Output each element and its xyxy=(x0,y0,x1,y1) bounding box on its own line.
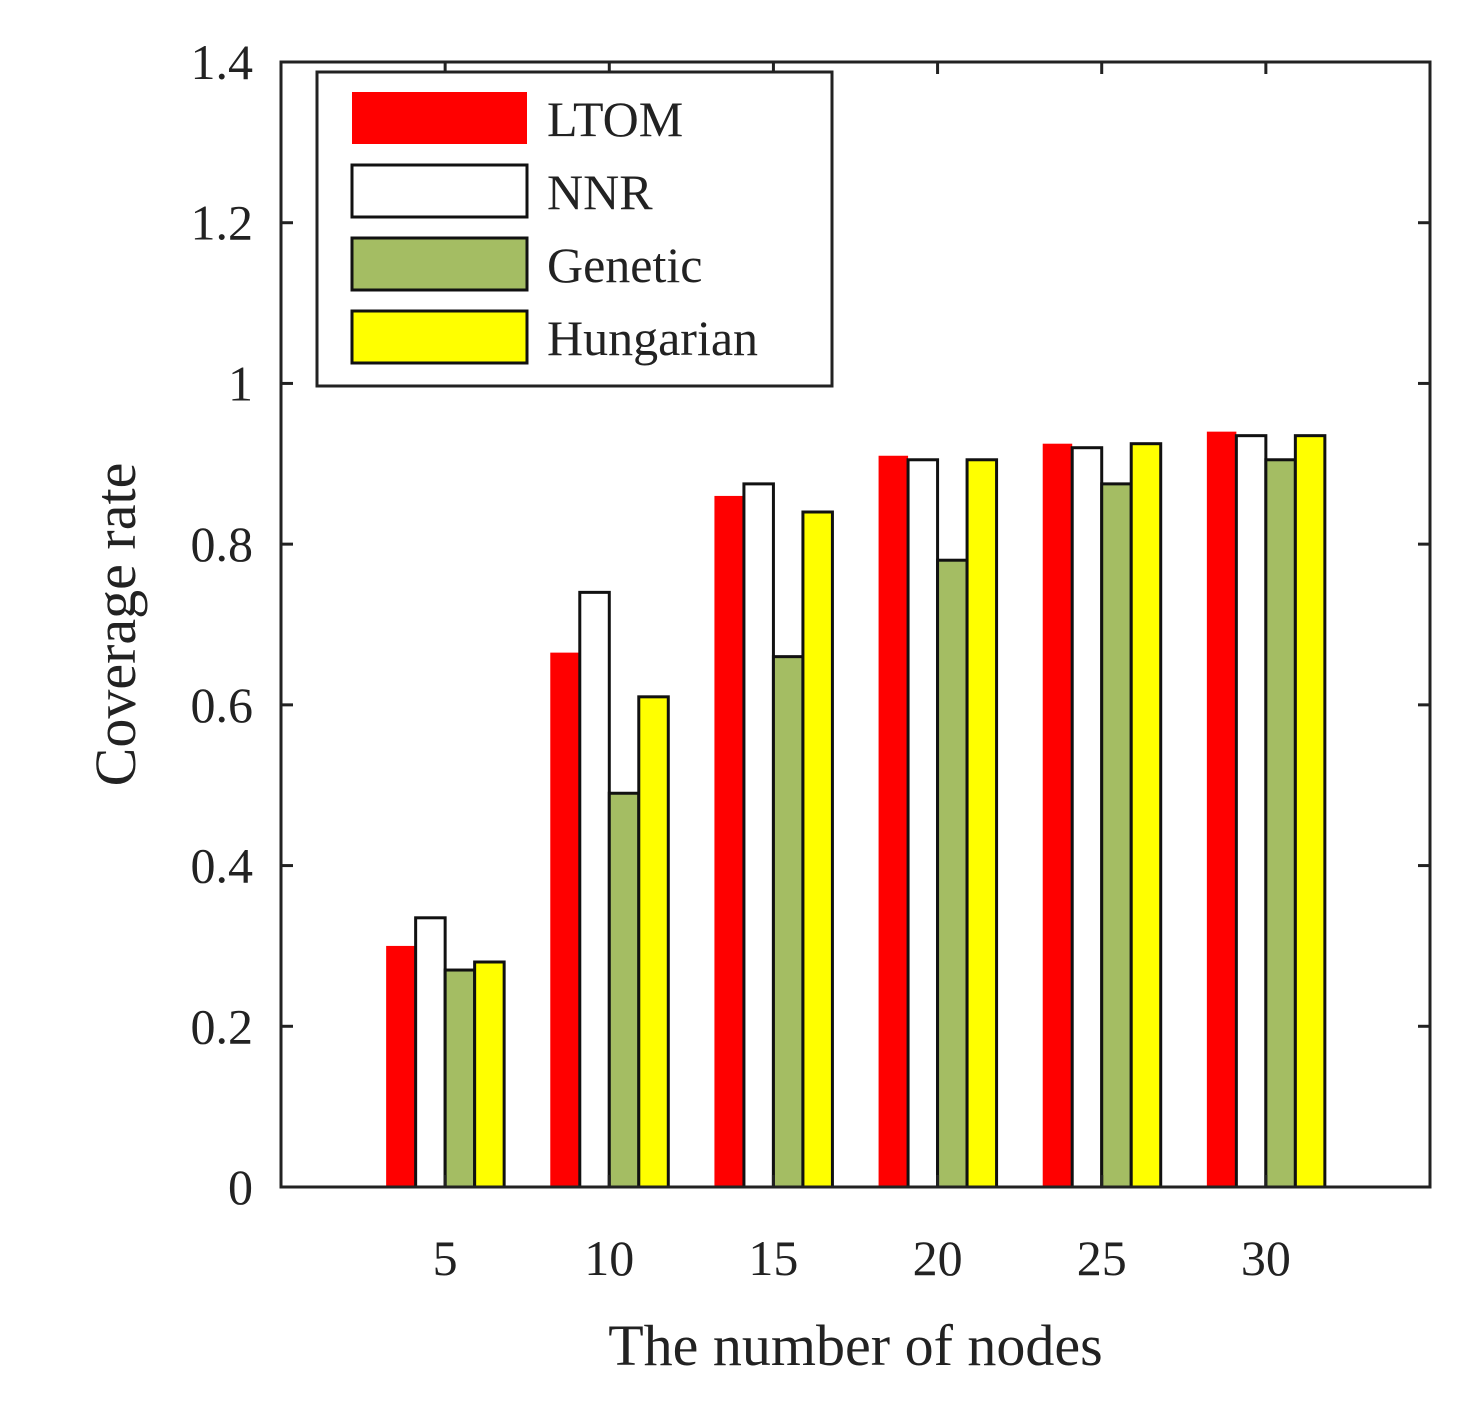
y-tick-label: 1 xyxy=(228,355,253,411)
bar-hungarian-10 xyxy=(637,695,670,1189)
y-tick-label: 0.4 xyxy=(191,838,254,894)
bar-ltom-20 xyxy=(878,455,909,1187)
bar-genetic-20 xyxy=(936,558,969,1189)
x-axis-title: The number of nodes xyxy=(608,1313,1102,1378)
legend-swatch-nnr xyxy=(350,163,529,219)
x-tick-label: 30 xyxy=(1241,1230,1291,1286)
legend: LTOM NNR Genetic Hungarian xyxy=(315,70,834,388)
x-tick-label: 15 xyxy=(748,1230,798,1286)
bar-nnr-20 xyxy=(906,458,940,1189)
legend-swatch-genetic xyxy=(350,236,529,292)
y-axis-title: Coverage rate xyxy=(83,463,148,787)
bar-genetic-5 xyxy=(443,968,477,1189)
y-tick-label: 0 xyxy=(228,1159,253,1215)
bar-ltom-25 xyxy=(1042,443,1073,1188)
x-tick-label: 10 xyxy=(584,1230,634,1286)
y-tick-label: 0.2 xyxy=(191,998,254,1054)
legend-label-ltom: LTOM xyxy=(547,91,683,147)
y-tick-label: 1.4 xyxy=(191,34,254,90)
bar-hungarian-30 xyxy=(1293,434,1327,1189)
legend-label-genetic: Genetic xyxy=(547,237,702,293)
y-tick-label: 1.2 xyxy=(191,195,254,251)
bar-ltom-15 xyxy=(714,495,744,1187)
bar-ltom-5 xyxy=(386,945,416,1187)
legend-swatch-hungarian xyxy=(350,309,529,365)
bar-nnr-25 xyxy=(1070,446,1104,1189)
bar-nnr-30 xyxy=(1234,434,1268,1189)
axes-layer: 0 0.2 0.4 0.6 0.8 1 1.2 1.4 5 10 15 20 25 30 xyxy=(191,34,1432,1286)
y-tick-label: 0.8 xyxy=(191,516,254,572)
bar-nnr-15 xyxy=(742,482,775,1189)
legend-label-hungarian: Hungarian xyxy=(547,310,758,366)
bar-nnr-10 xyxy=(578,590,611,1189)
x-tick-label: 5 xyxy=(433,1230,458,1286)
bar-hungarian-5 xyxy=(473,960,506,1189)
legend-label-nnr: NNR xyxy=(547,164,653,220)
bar-genetic-10 xyxy=(607,791,641,1189)
y-tick-label: 0.6 xyxy=(191,677,254,733)
bar-hungarian-15 xyxy=(801,510,834,1189)
bars-layer xyxy=(386,431,1327,1189)
bar-hungarian-20 xyxy=(965,458,999,1189)
bar-genetic-25 xyxy=(1100,482,1133,1189)
bar-genetic-30 xyxy=(1264,458,1297,1189)
x-tick-label: 25 xyxy=(1077,1230,1127,1286)
legend-swatch-ltom xyxy=(352,92,527,144)
bar-nnr-5 xyxy=(414,916,447,1189)
bar-ltom-30 xyxy=(1206,431,1237,1188)
bar-ltom-10 xyxy=(550,652,580,1187)
plot-frame xyxy=(279,60,1432,1189)
x-tick-label: 20 xyxy=(913,1230,963,1286)
bar-genetic-15 xyxy=(771,655,805,1189)
bar-hungarian-25 xyxy=(1129,442,1163,1189)
